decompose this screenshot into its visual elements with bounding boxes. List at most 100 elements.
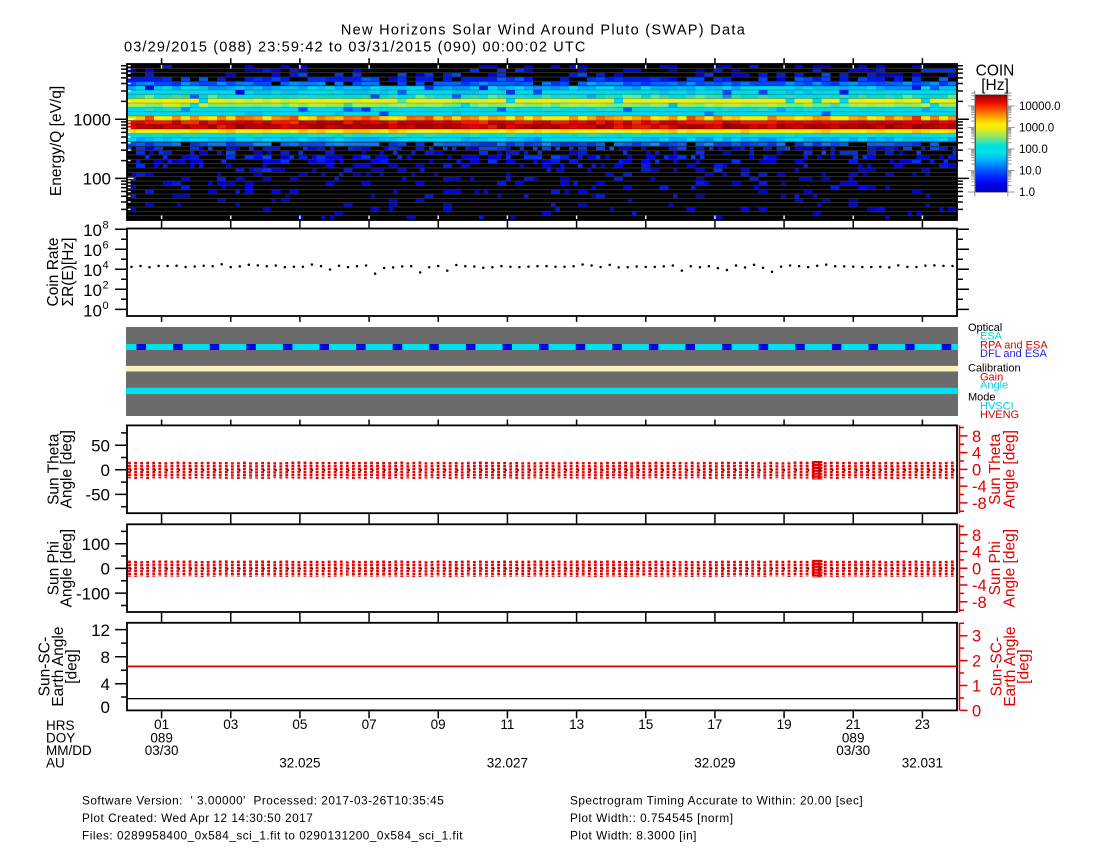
svg-text:Gain: Gain: [980, 371, 1003, 383]
svg-text:COIN: COIN: [976, 63, 1015, 80]
svg-text:HVSCI: HVSCI: [980, 400, 1014, 412]
svg-text:03: 03: [223, 717, 238, 732]
svg-text:Plot Width:: 0.754545 [norm]: Plot Width:: 0.754545 [norm]: [570, 811, 734, 825]
svg-text:8: 8: [101, 648, 110, 667]
svg-text:Spectrogram Timing Accurate to: Spectrogram Timing Accurate to Within: 2…: [570, 794, 863, 808]
svg-text:Sun-SC-: Sun-SC-: [989, 637, 1006, 696]
svg-text:-8: -8: [972, 495, 987, 513]
svg-text:10000.0: 10000.0: [1019, 101, 1061, 113]
svg-text:10: 10: [83, 241, 102, 260]
svg-text:Earth Angle: Earth Angle: [1002, 627, 1019, 707]
svg-text:0: 0: [101, 698, 110, 717]
svg-text:03/29/2015 (088) 23:59:42 to 0: 03/29/2015 (088) 23:59:42 to 03/31/2015 …: [124, 40, 587, 56]
svg-text:4: 4: [101, 675, 110, 694]
svg-text:MM/DD: MM/DD: [46, 743, 92, 758]
svg-text:Mode: Mode: [968, 391, 996, 403]
svg-text:HVENG: HVENG: [980, 409, 1019, 421]
svg-text:13: 13: [569, 717, 584, 732]
svg-text:32.031: 32.031: [902, 756, 943, 771]
svg-text:3: 3: [972, 628, 981, 646]
svg-text:Optical: Optical: [968, 322, 1002, 334]
svg-text:1000: 1000: [73, 110, 111, 129]
svg-text:2: 2: [972, 653, 981, 671]
svg-text:100: 100: [83, 170, 111, 189]
svg-text:4: 4: [103, 260, 109, 272]
svg-text:1000.0: 1000.0: [1019, 123, 1054, 135]
svg-text:-100: -100: [76, 584, 110, 603]
svg-text:10: 10: [83, 261, 102, 280]
svg-text:8: 8: [103, 220, 109, 232]
svg-text:Calibration: Calibration: [968, 363, 1021, 375]
svg-text:Files: 0289958400_0x584_sci_1.: Files: 0289958400_0x584_sci_1.fit to 029…: [82, 829, 463, 843]
svg-text:100: 100: [82, 535, 110, 554]
svg-text:-50: -50: [85, 486, 110, 505]
svg-text:Sun Theta: Sun Theta: [987, 433, 1004, 505]
svg-text:1: 1: [972, 678, 981, 696]
svg-text:05: 05: [292, 717, 307, 732]
svg-text:0: 0: [101, 560, 110, 579]
svg-text:0: 0: [972, 702, 981, 720]
svg-text:0: 0: [972, 560, 981, 578]
svg-text:50: 50: [91, 436, 110, 455]
svg-text:2: 2: [103, 280, 109, 292]
svg-text:09: 09: [431, 717, 446, 732]
svg-text:-8: -8: [972, 594, 987, 612]
svg-text:Angle [deg]: Angle [deg]: [1002, 430, 1019, 508]
svg-text:0: 0: [103, 300, 109, 312]
svg-text:12: 12: [91, 621, 110, 640]
svg-text:DFL and ESA: DFL and ESA: [980, 348, 1048, 360]
svg-text:19: 19: [777, 717, 792, 732]
svg-text:Earth Angle: Earth Angle: [50, 627, 67, 707]
svg-text:[deg]: [deg]: [1016, 649, 1033, 683]
svg-text:10.0: 10.0: [1019, 166, 1041, 178]
svg-text:ESA: ESA: [980, 331, 1003, 343]
svg-text:Plot Width: 8.3000 [in]: Plot Width: 8.3000 [in]: [570, 829, 697, 843]
svg-text:-4: -4: [972, 478, 987, 496]
svg-text:11: 11: [500, 717, 514, 732]
svg-text:8: 8: [972, 527, 981, 545]
svg-text:Software Version: ' 3.00000': Software Version: ' 3.00000' Processed: …: [82, 794, 444, 808]
svg-text:01: 01: [154, 717, 169, 732]
svg-text:17: 17: [707, 717, 722, 732]
svg-text:4: 4: [972, 445, 981, 463]
svg-text:AU: AU: [46, 756, 65, 771]
svg-text:[deg]: [deg]: [64, 649, 81, 683]
svg-text:089: 089: [842, 731, 865, 746]
svg-text:Plot Created: Wed Apr 12 14:30: Plot Created: Wed Apr 12 14:30:50 2017: [82, 811, 313, 825]
svg-text:Angle [deg]: Angle [deg]: [59, 430, 76, 508]
svg-text:100.0: 100.0: [1019, 144, 1048, 156]
svg-text:Angle [deg]: Angle [deg]: [59, 529, 76, 607]
svg-text:Sun Theta: Sun Theta: [46, 433, 63, 505]
svg-text:DOY: DOY: [46, 731, 75, 746]
svg-text:03/30: 03/30: [145, 743, 179, 758]
svg-text:Sun-SC-: Sun-SC-: [37, 637, 54, 696]
svg-text:6: 6: [103, 240, 109, 252]
svg-text:8: 8: [972, 428, 981, 446]
svg-text:0: 0: [101, 461, 110, 480]
svg-text:HRS: HRS: [46, 718, 75, 733]
svg-text:21: 21: [846, 717, 861, 732]
svg-text:4: 4: [972, 544, 981, 562]
svg-text:0: 0: [972, 461, 981, 479]
svg-text:ΣR(E)[Hz]: ΣR(E)[Hz]: [60, 238, 77, 307]
svg-text:03/30: 03/30: [836, 743, 870, 758]
svg-text:New Horizons Solar Wind Around: New Horizons Solar Wind Around Pluto (SW…: [341, 23, 746, 39]
svg-text:32.029: 32.029: [694, 756, 735, 771]
svg-text:[Hz]: [Hz]: [981, 77, 1009, 94]
svg-text:23: 23: [915, 717, 930, 732]
svg-text:10: 10: [83, 281, 102, 300]
svg-text:32.025: 32.025: [279, 756, 320, 771]
svg-text:Sun Phi: Sun Phi: [987, 541, 1004, 595]
svg-text:10: 10: [83, 301, 102, 320]
svg-text:32.027: 32.027: [487, 756, 528, 771]
svg-text:-4: -4: [972, 577, 987, 595]
svg-text:1.0: 1.0: [1019, 187, 1035, 199]
svg-text:Energy/Q [eV/q]: Energy/Q [eV/q]: [48, 86, 65, 196]
svg-text:RPA and ESA: RPA and ESA: [980, 339, 1048, 351]
svg-text:15: 15: [638, 717, 653, 732]
svg-text:Coin Rate: Coin Rate: [45, 238, 62, 307]
svg-text:10: 10: [83, 221, 102, 240]
svg-text:Angle: Angle: [980, 380, 1008, 392]
svg-text:089: 089: [150, 731, 173, 746]
svg-text:Sun Phi: Sun Phi: [46, 541, 63, 595]
